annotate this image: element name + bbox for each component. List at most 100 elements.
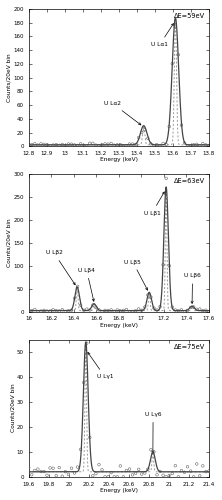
Point: [54, 140, 58, 148]
Point: [70, 306, 73, 314]
Point: [113, 473, 116, 481]
Point: [45, 140, 49, 148]
Point: [177, 50, 180, 58]
Y-axis label: Counts/20eV bin: Counts/20eV bin: [10, 384, 16, 432]
Point: [109, 140, 113, 147]
Point: [131, 140, 134, 148]
Point: [125, 142, 128, 150]
Point: [174, 462, 177, 469]
Text: U Lβ6: U Lβ6: [184, 274, 201, 304]
Point: [67, 470, 70, 478]
Point: [167, 472, 171, 480]
Point: [174, 23, 177, 31]
Point: [195, 140, 198, 148]
Point: [183, 308, 186, 316]
Point: [30, 306, 34, 314]
Point: [88, 306, 91, 314]
Point: [170, 470, 174, 478]
Point: [119, 307, 122, 315]
Point: [109, 468, 113, 476]
Text: U Lβ4: U Lβ4: [78, 268, 95, 301]
Point: [140, 470, 143, 478]
Point: [192, 473, 195, 481]
Point: [152, 142, 156, 150]
Point: [70, 140, 73, 148]
Point: [82, 142, 85, 150]
Point: [207, 467, 211, 475]
Point: [183, 139, 186, 147]
Point: [198, 142, 202, 150]
Point: [140, 306, 143, 314]
Point: [177, 473, 180, 481]
Point: [128, 465, 131, 473]
Point: [158, 302, 162, 310]
Point: [149, 446, 153, 454]
Point: [30, 140, 34, 148]
Point: [149, 140, 153, 148]
Point: [122, 473, 125, 481]
Text: U Lβ2: U Lβ2: [46, 250, 75, 285]
X-axis label: Energy (keV): Energy (keV): [100, 158, 138, 162]
Point: [97, 306, 101, 314]
Point: [106, 306, 110, 314]
Point: [76, 142, 79, 150]
Point: [94, 141, 98, 149]
Point: [39, 468, 43, 475]
Point: [207, 308, 211, 316]
Point: [97, 460, 101, 468]
Point: [36, 465, 40, 473]
Text: U Lα2: U Lα2: [104, 101, 141, 125]
Point: [122, 142, 125, 150]
Point: [61, 306, 64, 314]
Point: [125, 306, 128, 314]
Point: [186, 463, 189, 471]
Point: [115, 306, 119, 314]
X-axis label: Energy (keV): Energy (keV): [100, 323, 138, 328]
Point: [122, 306, 125, 314]
Point: [195, 306, 198, 314]
Text: U Lβ1: U Lβ1: [144, 192, 164, 216]
X-axis label: Energy (keV): Energy (keV): [100, 488, 138, 493]
Point: [164, 473, 168, 481]
Point: [33, 140, 37, 147]
Point: [192, 141, 195, 149]
Point: [198, 305, 202, 313]
Point: [149, 293, 153, 301]
Point: [103, 140, 107, 148]
Point: [167, 262, 171, 270]
Point: [79, 301, 82, 309]
Point: [42, 140, 46, 148]
Text: U Lβ5: U Lβ5: [125, 260, 148, 290]
Point: [174, 306, 177, 314]
Point: [143, 126, 147, 134]
Point: [170, 60, 174, 68]
Point: [161, 140, 165, 147]
Text: ΔE=63eV: ΔE=63eV: [174, 178, 205, 184]
Point: [33, 466, 37, 474]
Point: [79, 446, 82, 454]
Point: [85, 142, 89, 150]
Point: [100, 466, 104, 473]
Point: [73, 294, 76, 302]
Point: [128, 140, 131, 148]
Point: [91, 472, 95, 480]
Point: [27, 142, 30, 150]
Text: U Lα1: U Lα1: [151, 24, 173, 47]
Point: [180, 121, 183, 129]
Point: [61, 472, 64, 480]
Point: [91, 301, 95, 309]
Point: [201, 306, 205, 314]
Point: [143, 303, 147, 311]
Point: [131, 471, 134, 479]
Point: [106, 473, 110, 481]
Point: [48, 307, 52, 315]
Point: [88, 434, 91, 442]
Point: [186, 306, 189, 314]
Point: [94, 470, 98, 478]
Point: [109, 306, 113, 314]
Point: [97, 142, 101, 150]
Point: [170, 303, 174, 311]
Point: [164, 174, 168, 182]
Point: [155, 306, 159, 314]
Point: [201, 462, 205, 470]
